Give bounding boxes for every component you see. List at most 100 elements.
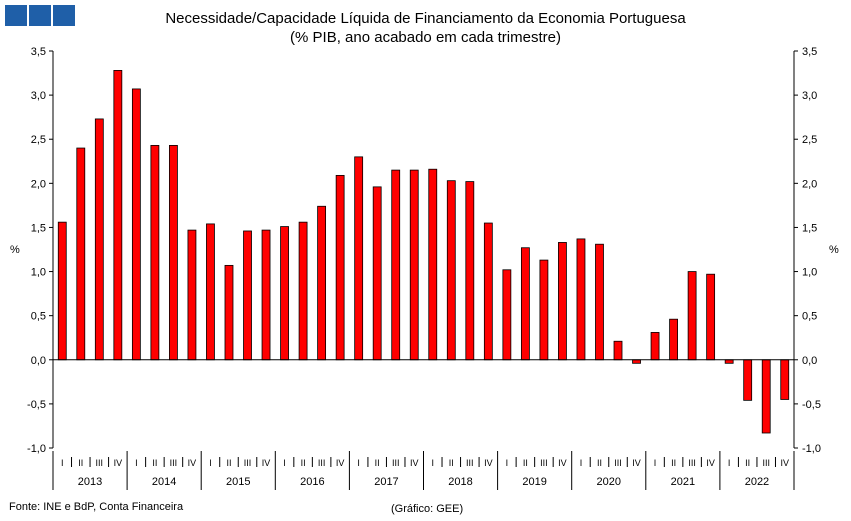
- quarter-label: II: [78, 458, 83, 468]
- quarter-label: I: [209, 458, 212, 468]
- bar: [243, 230, 252, 361]
- year-label: 2016: [300, 476, 324, 488]
- year-label: 2017: [374, 476, 398, 488]
- quarter-label: I: [580, 458, 583, 468]
- bar: [558, 242, 567, 361]
- quarter-label: II: [152, 458, 157, 468]
- bar: [206, 223, 215, 361]
- bar: [687, 271, 697, 361]
- bar: [280, 226, 289, 361]
- bar: [298, 221, 308, 361]
- quarter-label: IV: [410, 458, 419, 468]
- y-tick-label-right: -1,0: [802, 443, 821, 455]
- quarter-label: III: [318, 458, 326, 468]
- y-tick-label-left: 2,0: [31, 178, 46, 190]
- quarter-label: II: [449, 458, 454, 468]
- y-axis-label-right: %: [829, 244, 839, 256]
- quarter-label: IV: [336, 458, 345, 468]
- bar: [187, 229, 197, 361]
- y-tick-label-left: 0,0: [31, 355, 46, 367]
- quarter-label: IV: [706, 458, 715, 468]
- quarter-label: III: [96, 458, 104, 468]
- y-tick-label-right: 3,0: [802, 90, 817, 102]
- bar: [94, 118, 104, 361]
- quarter-label: I: [135, 458, 138, 468]
- logo-block-3: [53, 5, 75, 26]
- year-label: 2015: [226, 476, 250, 488]
- y-tick-label-right: 1,5: [802, 222, 817, 234]
- quarter-label: IV: [558, 458, 567, 468]
- bar: [632, 359, 641, 364]
- quarter-label: III: [688, 458, 696, 468]
- source-note: Fonte: INE e BdP, Conta Financeira: [9, 501, 184, 513]
- y-tick-label-left: 1,0: [31, 267, 46, 279]
- year-label: 2020: [597, 476, 621, 488]
- quarter-label: IV: [484, 458, 493, 468]
- bar: [261, 229, 271, 361]
- y-tick-label-right: 0,0: [802, 355, 817, 367]
- quarter-label: II: [745, 458, 750, 468]
- y-axis-label-left: %: [10, 244, 20, 256]
- y-tick-label-right: -0,5: [802, 399, 821, 411]
- y-tick-label-left: 0,5: [31, 311, 46, 323]
- y-tick-label-left: 1,5: [31, 222, 46, 234]
- quarter-label: IV: [632, 458, 641, 468]
- quarter-label: III: [170, 458, 178, 468]
- year-label: 2014: [152, 476, 176, 488]
- y-tick-label-right: 0,5: [802, 311, 817, 323]
- y-tick-label-left: 2,5: [31, 134, 46, 146]
- quarter-label: I: [283, 458, 286, 468]
- quarter-label: II: [301, 458, 306, 468]
- quarter-label: IV: [114, 458, 123, 468]
- bar: [743, 359, 753, 401]
- bar: [391, 169, 401, 361]
- logo: [5, 5, 75, 26]
- quarter-label: II: [375, 458, 380, 468]
- year-label: 2019: [522, 476, 546, 488]
- quarter-label: IV: [188, 458, 197, 468]
- bar: [354, 156, 364, 361]
- quarter-label: III: [244, 458, 252, 468]
- bar: [539, 259, 549, 361]
- quarter-label: II: [226, 458, 231, 468]
- y-tick-label-right: 2,0: [802, 178, 817, 190]
- quarter-label: III: [540, 458, 548, 468]
- chart-credit: (Gráfico: GEE): [391, 503, 464, 515]
- bar: [724, 359, 734, 364]
- bar: [780, 359, 790, 400]
- bar: [650, 332, 660, 361]
- bar: [576, 238, 586, 361]
- y-tick-label-right: 3,5: [802, 46, 817, 58]
- year-label: 2013: [78, 476, 102, 488]
- y-tick-label-right: 2,5: [802, 134, 817, 146]
- bar: [520, 247, 530, 361]
- chart-subtitle: (% PIB, ano acabado em cada trimestre): [290, 29, 561, 46]
- quarter-label: IV: [262, 458, 271, 468]
- quarter-label: II: [597, 458, 602, 468]
- quarter-label: I: [506, 458, 509, 468]
- bar: [372, 186, 382, 361]
- quarter-label: III: [466, 458, 474, 468]
- bar: [113, 70, 123, 361]
- quarter-label: III: [762, 458, 770, 468]
- quarter-label: I: [432, 458, 435, 468]
- bar: [502, 269, 512, 361]
- quarter-label: III: [392, 458, 400, 468]
- year-label: 2021: [671, 476, 695, 488]
- bar: [706, 273, 716, 361]
- bar: [669, 318, 678, 361]
- quarter-label: I: [61, 458, 64, 468]
- bar: [76, 147, 86, 361]
- bar: [409, 169, 419, 361]
- bar: [317, 205, 327, 361]
- logo-block-1: [5, 5, 27, 26]
- bar: [613, 340, 623, 361]
- bar: [446, 180, 456, 361]
- bar: [131, 88, 141, 361]
- quarter-label: III: [614, 458, 622, 468]
- quarter-label: I: [357, 458, 360, 468]
- y-tick-label-left: -0,5: [27, 399, 46, 411]
- year-label: 2022: [745, 476, 769, 488]
- bar: [169, 144, 178, 361]
